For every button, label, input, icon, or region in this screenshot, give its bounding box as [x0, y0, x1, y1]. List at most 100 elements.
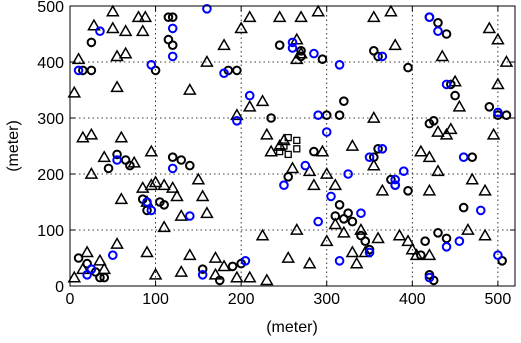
blue-circle-point: [146, 205, 157, 216]
triangle-point: [384, 4, 398, 17]
triangle-point: [230, 108, 244, 121]
triangle-point: [255, 228, 270, 241]
triangle-point: [208, 250, 223, 263]
blue-circle-point: [107, 250, 118, 260]
black-circle-point: [317, 54, 328, 65]
triangle-point: [80, 245, 94, 258]
blue-circle-point: [424, 12, 435, 23]
blue-circle-point: [334, 256, 345, 266]
triangle-point: [307, 178, 321, 191]
blue-circle-point: [309, 48, 319, 59]
triangle-point: [486, 127, 501, 140]
blue-circle-point: [202, 4, 212, 14]
black-circle-point: [163, 12, 174, 23]
triangle-point: [105, 21, 120, 34]
triangle-point: [84, 127, 99, 140]
y-tick-label: 200: [37, 167, 64, 184]
black-circle-point: [334, 110, 345, 120]
blue-circle-point: [313, 110, 323, 120]
black-circle-point: [458, 202, 469, 213]
blue-circle-point: [493, 107, 503, 118]
triangle-point: [135, 24, 150, 37]
x-tick-label: 400: [399, 291, 426, 308]
blue-circle-point: [219, 68, 229, 78]
blue-circle-point: [475, 205, 486, 216]
triangle-point: [281, 250, 296, 263]
triangle-point: [388, 38, 402, 51]
triangle-point: [191, 172, 206, 185]
black-circle-point: [167, 12, 178, 23]
black-circle-point: [155, 197, 165, 207]
blue-circle-point: [441, 79, 452, 90]
triangle-point: [140, 245, 154, 258]
triangle-point: [328, 217, 343, 230]
black-circle-point: [360, 236, 371, 246]
black-circle-point: [86, 65, 97, 76]
triangle-point: [217, 259, 231, 272]
data-points: [67, 4, 514, 286]
blue-circle-point: [95, 26, 105, 37]
black-circle-point: [334, 200, 345, 210]
x-tick-label: 300: [313, 291, 340, 308]
triangle-point: [242, 99, 257, 112]
triangle-point: [76, 130, 90, 143]
triangle-point: [431, 164, 445, 177]
black-circle-point: [403, 186, 413, 196]
blue-circle-point: [300, 160, 311, 171]
triangle-point: [255, 94, 270, 107]
blue-circle-point: [493, 250, 503, 260]
blue-circle-point: [433, 26, 443, 37]
blue-circle-point: [185, 211, 195, 221]
black-circle-point: [450, 90, 460, 101]
triangle-point: [118, 24, 133, 37]
triangle-point: [349, 256, 364, 269]
black-circle-point: [433, 228, 443, 238]
triangle-point: [234, 21, 248, 34]
triangle-point: [84, 166, 99, 179]
black-circle-point: [403, 62, 413, 73]
triangle-point: [405, 242, 420, 255]
triangle-point: [200, 54, 214, 67]
triangle-point: [414, 144, 428, 157]
y-tick-label: 100: [37, 223, 64, 240]
blue-circle-point: [390, 174, 400, 185]
blue-circle-point: [454, 236, 465, 246]
triangle-point: [392, 228, 407, 241]
triangle-point: [67, 270, 82, 283]
blue-circle-point: [390, 180, 400, 190]
triangle-point: [302, 256, 317, 269]
black-circle-point: [373, 144, 383, 154]
black-circle-point: [501, 110, 512, 120]
black-circle-point: [441, 233, 452, 244]
black-circle-point: [296, 46, 306, 56]
triangle-point: [345, 245, 360, 258]
triangle-point: [114, 130, 129, 143]
triangle-point: [337, 225, 351, 238]
triangle-point: [157, 220, 171, 233]
black-circle-point: [467, 152, 478, 162]
triangle-point: [272, 10, 287, 23]
x-tick-label: 500: [485, 291, 512, 308]
triangle-point: [97, 150, 112, 163]
x-tick-label: 0: [66, 291, 75, 308]
triangle-point: [311, 4, 325, 17]
y-tick-label: 400: [37, 55, 64, 72]
black-circle-point: [99, 272, 110, 283]
black-circle-point: [176, 155, 187, 165]
triangle-point: [242, 10, 257, 23]
blue-circle-point: [441, 242, 452, 252]
black-circle-point: [484, 102, 495, 112]
black-circle-point: [368, 152, 379, 162]
triangle-point: [87, 18, 101, 31]
triangle-point: [264, 144, 278, 157]
triangle-point: [118, 46, 133, 59]
black-circle-point: [368, 46, 379, 56]
triangle-point: [110, 80, 124, 93]
black-circle-point: [227, 261, 238, 272]
black-circle-point: [347, 216, 358, 227]
square-point: [280, 142, 288, 150]
black-circle-point: [296, 51, 306, 62]
blue-circle-point: [326, 191, 336, 202]
y-tick-label: 0: [55, 279, 64, 296]
black-circle-point: [309, 146, 319, 157]
